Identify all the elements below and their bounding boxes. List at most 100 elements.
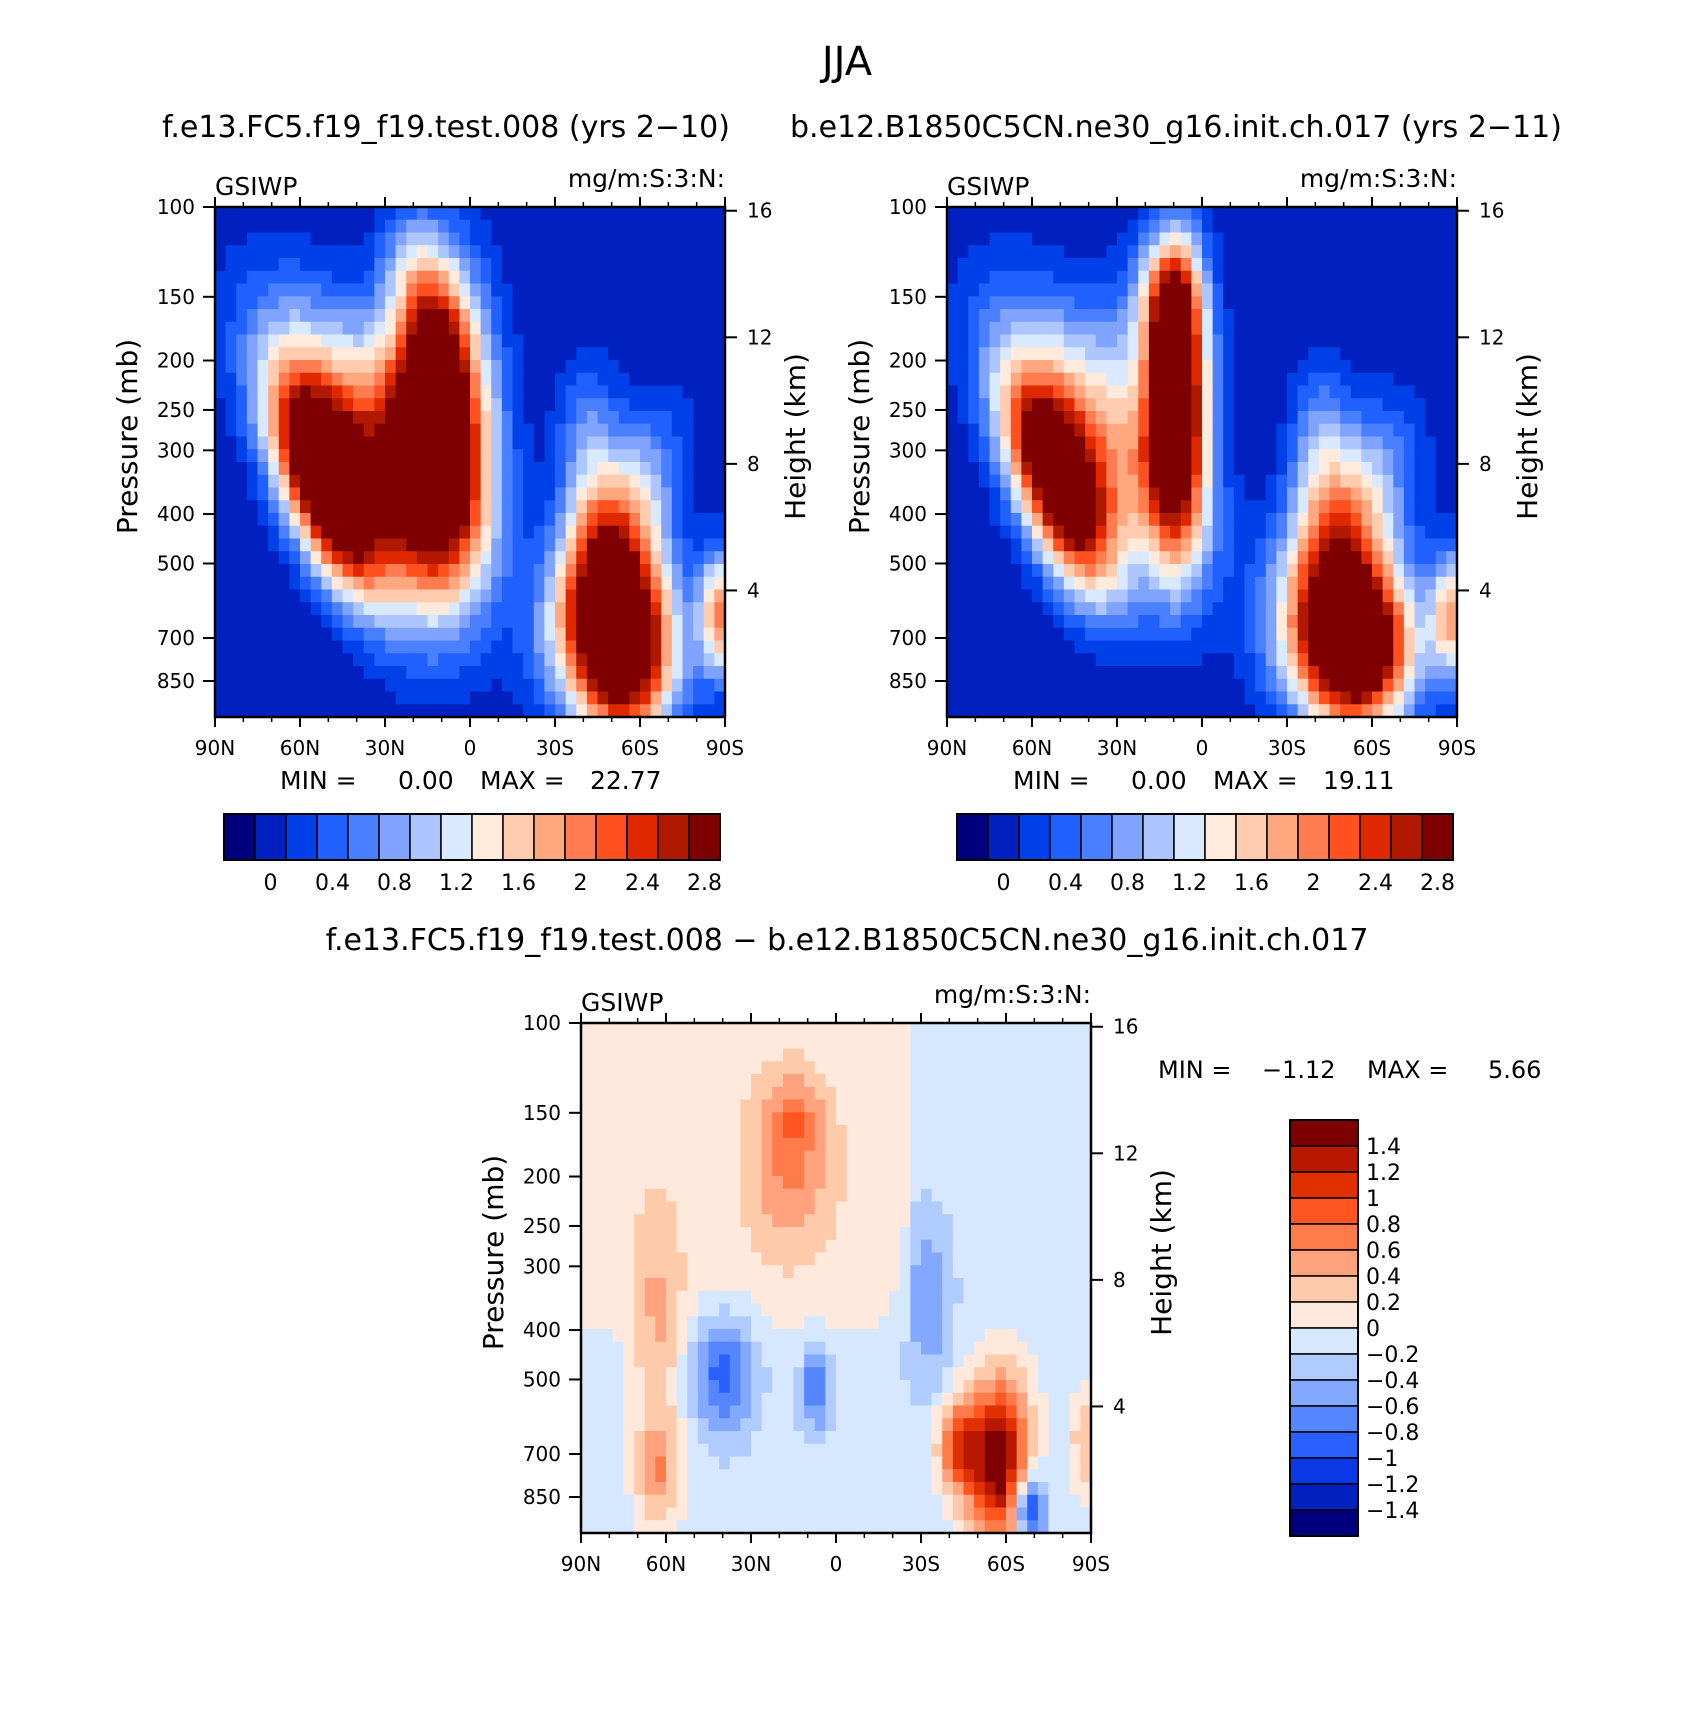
field-cell bbox=[321, 347, 333, 361]
field-cell bbox=[236, 270, 248, 285]
field-cell bbox=[1010, 270, 1022, 285]
field-cell bbox=[597, 398, 609, 412]
field-cell bbox=[957, 500, 969, 514]
field-cell bbox=[878, 1252, 890, 1266]
field-cell bbox=[1223, 704, 1235, 718]
field-cell bbox=[438, 589, 450, 603]
field-cell bbox=[1265, 538, 1277, 552]
field-cell bbox=[416, 283, 429, 297]
field-cell bbox=[406, 602, 418, 616]
field-cell bbox=[1308, 258, 1320, 272]
field-cell bbox=[385, 232, 397, 246]
field-cell bbox=[1212, 436, 1224, 450]
field-cell bbox=[1233, 474, 1246, 489]
field-cell bbox=[878, 1188, 890, 1203]
field-cell bbox=[1308, 309, 1320, 323]
field-cell bbox=[1138, 640, 1150, 654]
field-cell bbox=[1074, 513, 1086, 527]
field-cell bbox=[708, 1125, 720, 1139]
field-cell bbox=[1223, 385, 1235, 399]
field-cell bbox=[289, 691, 301, 705]
field-cell bbox=[1006, 1214, 1018, 1228]
field-cell bbox=[1435, 347, 1447, 361]
field-cell bbox=[215, 564, 227, 578]
field-cell bbox=[608, 423, 620, 438]
field-cell bbox=[1265, 423, 1277, 438]
field-cell bbox=[1016, 1137, 1028, 1152]
field-cell bbox=[1382, 589, 1394, 603]
field-cell bbox=[989, 627, 1001, 642]
field-cell bbox=[1223, 411, 1235, 425]
field-cell bbox=[1095, 487, 1107, 501]
field-cell bbox=[501, 411, 514, 425]
field-cell bbox=[438, 423, 450, 438]
field-cell bbox=[565, 538, 577, 552]
field-cell bbox=[867, 1086, 880, 1101]
field-cell bbox=[761, 1227, 773, 1241]
field-cell bbox=[225, 219, 237, 234]
field-cell bbox=[300, 334, 312, 348]
field-cell bbox=[1297, 398, 1309, 412]
field-cell bbox=[957, 487, 969, 501]
field-cell bbox=[523, 615, 535, 629]
field-cell bbox=[1382, 309, 1394, 323]
field-cell bbox=[1095, 666, 1107, 680]
field-cell bbox=[612, 1023, 625, 1037]
field-cell bbox=[321, 474, 333, 489]
field-cell bbox=[697, 1074, 710, 1088]
field-cell bbox=[814, 1214, 826, 1228]
field-cell bbox=[1016, 1099, 1028, 1113]
field-cell bbox=[491, 398, 503, 412]
field-cell bbox=[586, 245, 599, 259]
field-cell bbox=[1170, 653, 1182, 667]
field-cell bbox=[889, 1086, 901, 1101]
field-cell bbox=[555, 321, 567, 336]
field-cell bbox=[278, 487, 290, 501]
field-cell bbox=[395, 500, 407, 514]
field-cell bbox=[1048, 1099, 1060, 1113]
field-cell bbox=[1318, 309, 1331, 323]
field-cell bbox=[246, 487, 259, 501]
field-cell bbox=[693, 615, 705, 629]
field-cell bbox=[640, 640, 652, 654]
field-cell bbox=[978, 411, 991, 425]
field-cell bbox=[968, 207, 980, 221]
field-cell bbox=[666, 1074, 678, 1088]
field-cell bbox=[597, 232, 609, 246]
field-cell bbox=[1138, 219, 1150, 234]
field-cell bbox=[544, 704, 556, 718]
field-cell bbox=[952, 1188, 965, 1203]
field-cell bbox=[1318, 704, 1331, 718]
field-cell bbox=[1350, 551, 1362, 565]
field-cell bbox=[857, 1201, 869, 1215]
field-cell bbox=[353, 474, 365, 489]
field-cell bbox=[555, 462, 567, 476]
field-cell bbox=[1006, 1086, 1018, 1101]
field-cell bbox=[1318, 423, 1331, 438]
field-cell bbox=[501, 691, 514, 705]
field-cell bbox=[1016, 1188, 1028, 1203]
field-cell bbox=[1006, 1239, 1018, 1254]
field-cell bbox=[629, 704, 641, 718]
field-cell bbox=[693, 564, 705, 578]
field-cell bbox=[1016, 1035, 1028, 1050]
field-cell bbox=[1159, 704, 1171, 718]
field-cell bbox=[1180, 436, 1192, 450]
field-cell bbox=[565, 385, 577, 399]
field-cell bbox=[246, 334, 259, 348]
field-cell bbox=[1063, 398, 1076, 412]
field-cell bbox=[374, 423, 386, 438]
field-cell bbox=[1340, 360, 1352, 374]
field-cell bbox=[310, 538, 322, 552]
field-cell bbox=[1080, 1112, 1092, 1126]
field-cell bbox=[629, 372, 641, 387]
field-cell bbox=[1053, 270, 1065, 285]
field-cell bbox=[640, 513, 652, 527]
field-cell bbox=[1276, 372, 1288, 387]
field-cell bbox=[661, 398, 673, 412]
field-cell bbox=[1297, 347, 1309, 361]
field-cell bbox=[576, 360, 588, 374]
field-cell bbox=[448, 449, 460, 463]
field-cell bbox=[289, 627, 301, 642]
field-cell bbox=[1329, 615, 1341, 629]
